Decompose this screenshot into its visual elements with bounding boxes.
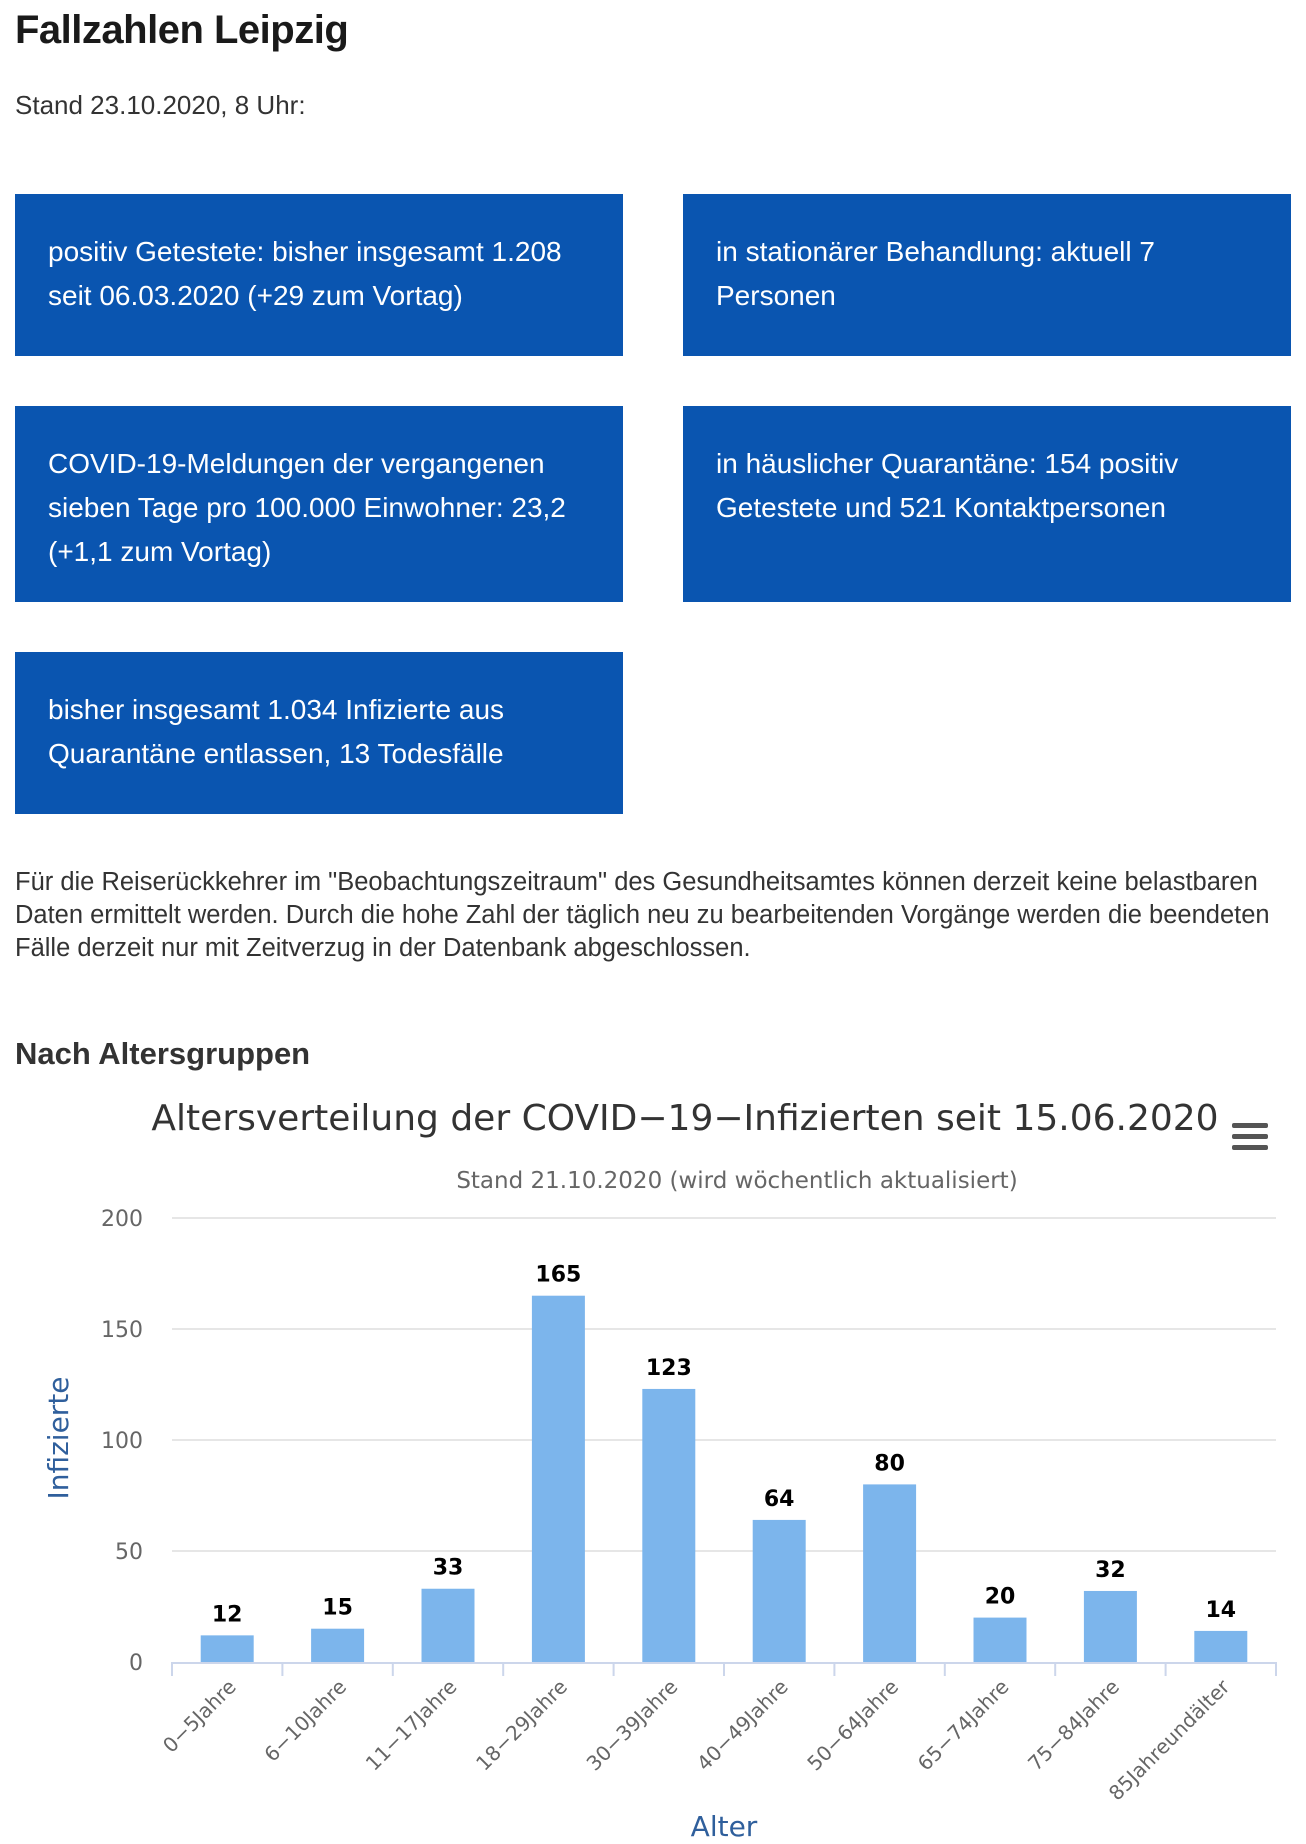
card-hospital: in stationärer Behandlung: aktuell 7 Per… [683, 194, 1291, 356]
data-label: 32 [1095, 1558, 1126, 1583]
x-tick-label: 18−29Jahre [471, 1675, 572, 1776]
bar[interactable] [973, 1617, 1027, 1662]
card-recovered-deaths: bisher insgesamt 1.034 Infizierte aus Qu… [15, 652, 623, 814]
bar[interactable] [1194, 1630, 1248, 1662]
x-tick-label: 6−10Jahre [259, 1675, 351, 1767]
card-hospital-text: in stationärer Behandlung: aktuell 7 Per… [716, 236, 1155, 311]
status-date: Stand 23.10.2020, 8 Uhr: [15, 90, 306, 120]
x-tick-label: 85Jahreundälter [1104, 1674, 1235, 1805]
page-title: Fallzahlen Leipzig [15, 8, 349, 52]
data-label: 14 [1205, 1598, 1236, 1623]
info-note: Für die Reiserückkehrer im "Beobachtungs… [15, 868, 1270, 962]
card-incidence-text: COVID-19-Meldungen der vergangenen siebe… [48, 448, 566, 567]
y-tick-label: 100 [101, 1429, 143, 1454]
bar[interactable] [863, 1484, 917, 1662]
x-tick-label: 50−64Jahre [802, 1675, 903, 1776]
x-axis-title: Alter [691, 1810, 758, 1843]
bar[interactable] [200, 1635, 254, 1662]
x-tick-label: 75−84Jahre [1023, 1675, 1124, 1776]
x-axis-ticks: 0−5Jahre 6−10Jahre 11−17Jahre 18−29Jahre 30−… [158, 1662, 1277, 1805]
x-tick-label: 40−49Jahre [692, 1675, 793, 1776]
x-tick-label: 30−39Jahre [582, 1675, 683, 1776]
y-tick-label: 150 [101, 1318, 143, 1343]
chart-subtitle: Stand 21.10.2020 (wird wöchentlich aktua… [456, 1168, 1017, 1194]
chart-title: Altersverteilung der COVID−19−Infizierte… [151, 1098, 1218, 1139]
bar[interactable] [531, 1295, 585, 1662]
y-axis-ticks: 0 50 100 150 200 [101, 1207, 143, 1676]
data-label: 165 [535, 1263, 581, 1288]
data-label: 123 [646, 1356, 692, 1381]
bar[interactable] [1083, 1590, 1137, 1662]
card-recovered-deaths-text: bisher insgesamt 1.034 Infizierte aus Qu… [48, 694, 505, 769]
x-tick-label: 11−17Jahre [361, 1675, 462, 1776]
card-positive-tested-text: positiv Getestete: bisher insgesamt 1.20… [48, 236, 562, 311]
data-label: 12 [212, 1602, 243, 1627]
y-axis-title: Infizierte [42, 1376, 75, 1499]
bar[interactable] [311, 1628, 365, 1662]
y-tick-label: 0 [129, 1651, 143, 1676]
x-tick-label: 0−5Jahre [158, 1675, 241, 1758]
data-label: 33 [433, 1556, 464, 1581]
card-quarantine: in häuslicher Quarantäne: 154 positiv Ge… [683, 406, 1291, 602]
bar[interactable] [642, 1388, 696, 1662]
gridlines [172, 1217, 1276, 1552]
card-quarantine-text: in häuslicher Quarantäne: 154 positiv Ge… [716, 448, 1179, 523]
age-distribution-chart: Altersverteilung der COVID−19−Infizierte… [42, 1098, 1277, 1843]
data-labels: 12 15 33 165 123 64 80 20 32 14 [212, 1263, 1236, 1628]
data-label: 15 [322, 1596, 353, 1621]
section-title: Nach Altersgruppen [15, 1036, 311, 1071]
data-label: 64 [764, 1487, 795, 1512]
bar[interactable] [752, 1519, 806, 1662]
hamburger-menu-icon[interactable] [1232, 1123, 1268, 1153]
x-tick-label: 65−74Jahre [913, 1675, 1014, 1776]
data-label: 20 [985, 1585, 1016, 1610]
card-positive-tested: positiv Getestete: bisher insgesamt 1.20… [15, 194, 623, 356]
card-incidence: COVID-19-Meldungen der vergangenen siebe… [15, 406, 623, 602]
bars [200, 1295, 1248, 1662]
bar[interactable] [421, 1588, 475, 1662]
y-tick-label: 200 [101, 1207, 143, 1232]
data-label: 80 [874, 1451, 905, 1476]
y-tick-label: 50 [115, 1540, 143, 1565]
